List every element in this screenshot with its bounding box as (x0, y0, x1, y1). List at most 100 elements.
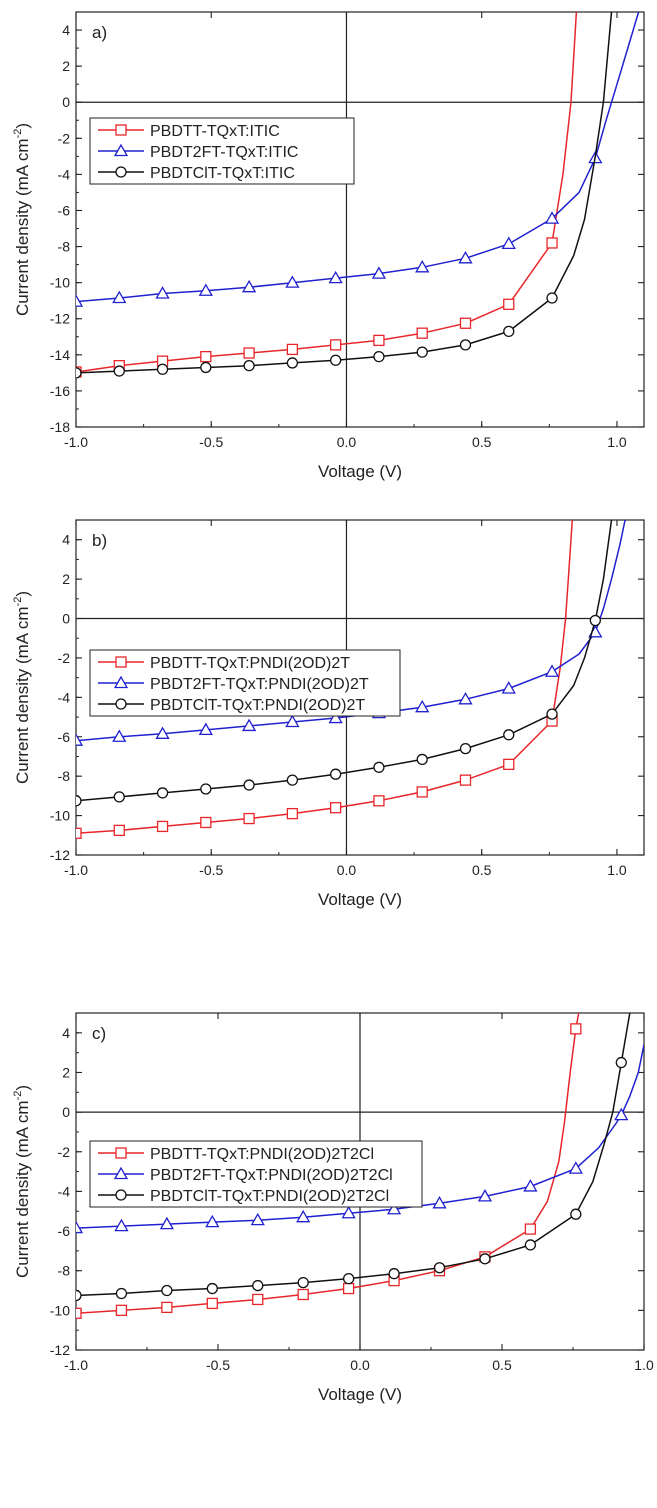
data-point (570, 1208, 582, 1220)
x-tick-label: 0.5 (472, 434, 492, 450)
y-tick-label: -12 (50, 311, 70, 327)
data-point (373, 350, 385, 363)
y-tick-label: -8 (58, 768, 71, 784)
data-point (200, 783, 212, 795)
data-point (241, 718, 257, 732)
legend-label: PBDTT-TQxT:ITIC (150, 123, 280, 140)
legend-marker (115, 166, 127, 178)
data-point (285, 714, 300, 728)
y-tick-label: -6 (58, 1223, 71, 1239)
y-tick-label: -16 (50, 383, 70, 399)
data-point (76, 367, 82, 379)
data-point (546, 292, 558, 304)
legend-box (89, 1140, 423, 1208)
x-tick-label: 0.0 (337, 862, 357, 878)
y-tick-label: -8 (58, 239, 71, 255)
y-tick-label: 2 (62, 571, 70, 587)
legend: PBDTT-TQxT:PNDI(2OD)2T PBDT2FT-TQxT:PNDI(… (89, 649, 401, 717)
x-tick-label: -0.5 (199, 434, 223, 450)
data-point (523, 1179, 538, 1192)
panel-label: a) (92, 23, 107, 42)
data-point (570, 1023, 582, 1035)
data-point (113, 791, 125, 803)
data-point (328, 270, 343, 284)
data-point (615, 1056, 627, 1069)
legend-label: PBDTClT-TQxT:PNDI(2OD)2T (150, 697, 365, 714)
x-tick-label: -1.0 (64, 862, 88, 878)
series-group (76, 1013, 644, 1319)
legend-label: PBDT2FT-TQxT:PNDI(2OD)2T2Cl (150, 1167, 393, 1184)
data-point (112, 290, 127, 304)
series-line-1 (76, 520, 574, 835)
x-axis-title: Voltage (V) (318, 890, 402, 909)
data-point (252, 1279, 264, 1292)
y-axis-title: Current density (mA cm-2) (12, 591, 32, 784)
y-tick-label: -10 (50, 1302, 70, 1318)
data-point (113, 365, 125, 377)
y-tick-label: 2 (62, 58, 70, 74)
chart-panel-2: -1.0 -0.5 0.0 0.5 1.0 -12 -10 -8 -6 -4 -2 0 2 4 Voltag… (12, 519, 645, 909)
data-point (296, 1209, 311, 1223)
panel-label: c) (92, 1024, 106, 1043)
chart-panel-3: -1.0 -0.5 0.0 0.5 1.0 -12 -10 -8 -6 -4 -2 0 2 4 Voltag… (12, 1012, 654, 1404)
data-point (373, 761, 385, 773)
x-axis-title: Voltage (V) (318, 462, 402, 481)
series-line-1 (76, 12, 578, 373)
y-tick-label: -2 (58, 130, 71, 146)
y-tick-label: -10 (50, 808, 70, 824)
data-point (76, 294, 84, 307)
data-point (76, 733, 84, 746)
data-point (458, 692, 473, 705)
x-tick-label: 0.5 (492, 1357, 512, 1373)
data-point (243, 360, 255, 372)
legend-label: PBDT2FT-TQxT:ITIC (150, 144, 298, 161)
data-point (544, 211, 560, 224)
data-point (243, 779, 255, 791)
data-point (115, 1287, 128, 1300)
legend-marker (115, 698, 127, 710)
data-point (416, 753, 428, 766)
data-point (243, 347, 255, 359)
data-point (286, 774, 299, 786)
data-point (503, 325, 515, 338)
data-point (205, 1214, 220, 1228)
y-tick-label: 4 (62, 1025, 70, 1041)
series-line-2 (76, 520, 626, 742)
x-tick-label: -1.0 (64, 434, 88, 450)
data-point (252, 1293, 264, 1306)
data-point (416, 786, 428, 798)
data-point (524, 1223, 537, 1235)
data-point (297, 1276, 309, 1289)
legend-marker (115, 656, 127, 668)
data-point (614, 1107, 629, 1121)
data-point (416, 346, 428, 358)
y-tick-label: 0 (62, 94, 70, 110)
data-point (76, 1307, 82, 1319)
y-axis-title: Current density (mA cm-2) (12, 1085, 32, 1278)
legend-marker (113, 1166, 129, 1180)
data-point (342, 1282, 355, 1295)
x-tick-label: -1.0 (64, 1357, 88, 1373)
x-tick-label: 0.0 (350, 1357, 370, 1373)
data-point (459, 774, 472, 786)
data-point (76, 1220, 84, 1234)
data-point (206, 1297, 218, 1310)
data-point (501, 236, 516, 250)
y-tick-label: 2 (62, 1064, 70, 1080)
legend-label: PBDTT-TQxT:PNDI(2OD)2T2Cl (150, 1146, 374, 1163)
data-point (159, 1216, 175, 1230)
data-point (459, 317, 472, 329)
legend-label: PBDTClT-TQxT:ITIC (150, 165, 295, 182)
x-tick-label: 1.0 (607, 434, 627, 450)
data-point (342, 1272, 355, 1285)
data-point (386, 1201, 402, 1215)
data-point (155, 286, 170, 299)
data-point (285, 275, 300, 288)
y-tick-label: -4 (58, 1183, 71, 1199)
data-point (76, 1289, 82, 1302)
data-point (546, 708, 558, 720)
x-axis-title: Voltage (V) (318, 1385, 402, 1404)
data-point (200, 361, 212, 374)
data-point (243, 812, 255, 825)
data-point (161, 1284, 173, 1297)
